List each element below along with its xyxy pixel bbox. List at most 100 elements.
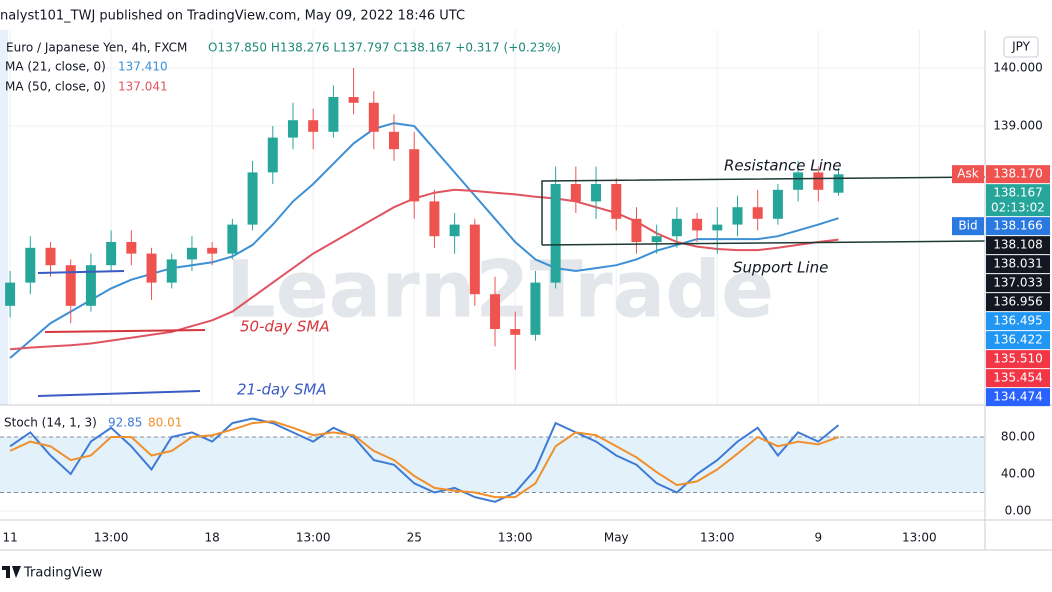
y-tick-label: 0.00	[1005, 504, 1032, 518]
price-tag	[986, 165, 1050, 184]
candle-body	[227, 224, 238, 254]
legend-value: 80.01	[148, 416, 182, 430]
candle-body	[308, 120, 319, 132]
candle-body	[550, 184, 561, 283]
candle-body	[65, 265, 76, 306]
candle-body	[469, 224, 480, 295]
currency[interactable]: JPY	[1011, 40, 1031, 54]
support-trendline	[541, 240, 986, 246]
price-tag-label: 138.167	[993, 186, 1043, 200]
price-tag	[986, 369, 1050, 388]
candle-body	[207, 247, 218, 254]
price-tag	[986, 293, 1050, 312]
candle-body	[651, 236, 662, 243]
price-tag-label: 138.031	[993, 257, 1043, 271]
price-tag	[986, 388, 1050, 407]
candle-body	[85, 265, 96, 306]
candle-body	[591, 184, 602, 202]
price-tag-name: Bid	[958, 219, 977, 233]
moving-average	[10, 188, 839, 351]
price-tag-countdown: 02:13:02	[991, 201, 1045, 215]
candle-body	[631, 218, 642, 243]
price-tag-label: 137.033	[993, 276, 1043, 290]
brand: TradingView	[23, 566, 103, 581]
candle-body	[25, 247, 36, 283]
price-tag	[986, 184, 1050, 217]
annotation: 21-day SMA	[237, 381, 327, 399]
annotation: Resistance Line	[724, 157, 842, 175]
candle-body	[692, 218, 703, 231]
candle-body	[106, 242, 117, 266]
candle-body	[146, 253, 157, 283]
candle-body	[5, 282, 16, 306]
price-tags: 140.000 139.000 11 13:00 18 13:00 25 13:00 May 13…	[2, 60, 1050, 545]
legend-name: MA (21, close, 0)	[5, 60, 106, 74]
stoch-title: Stoch (14, 1, 3)	[4, 416, 97, 430]
candle-body	[793, 172, 804, 190]
trendline	[44, 329, 206, 333]
price-tag-label: 136.422	[993, 333, 1043, 347]
price-tag-label: 138.108	[993, 238, 1043, 252]
price-tag	[986, 312, 1050, 331]
logo	[2, 566, 21, 578]
price-tag	[986, 217, 1050, 236]
price-tag-label: 136.956	[993, 295, 1043, 309]
legend-value: 92.85	[108, 416, 142, 430]
price-tag-label: 135.454	[993, 371, 1043, 385]
legend-value: 137.041	[118, 80, 168, 94]
trendline	[37, 270, 125, 274]
candle-body	[389, 131, 399, 150]
candle-body	[186, 247, 197, 260]
x-tick-label: 13:00	[296, 531, 331, 545]
quote: O137.850 H138.276 L137.797 C138.167 +0.3…	[208, 41, 561, 55]
candle-body	[449, 224, 460, 237]
x-tick-label: 18	[205, 531, 220, 545]
price-tag	[986, 236, 1050, 255]
marks	[5, 67, 844, 503]
candle-body	[429, 201, 440, 237]
price-tag-name-box	[952, 217, 984, 236]
candle-body	[45, 247, 56, 266]
stoch-line	[9, 420, 839, 499]
x-tick-label: 13:00	[700, 531, 735, 545]
candle-body	[368, 102, 379, 132]
price-tag	[986, 331, 1050, 350]
left-strip	[0, 30, 8, 405]
stoch-line	[9, 417, 840, 503]
price-tag-label: 134.474	[993, 390, 1043, 404]
legend-name: MA (50, close, 0)	[5, 80, 106, 94]
y-tick-label: 140.000	[993, 60, 1043, 74]
price-tag-label: 138.170	[993, 167, 1043, 181]
published-line: analyst101_TWJ published on TradingView.…	[0, 9, 465, 24]
x-tick-label: 25	[407, 531, 422, 545]
candle-body	[348, 96, 359, 103]
candle-body	[166, 259, 177, 283]
candle-body	[126, 242, 137, 254]
price-tag-label: 138.166	[993, 219, 1043, 233]
y-tick-label: 40.00	[1001, 467, 1035, 481]
candle-body	[530, 282, 541, 335]
currency-button[interactable]	[1003, 36, 1039, 58]
candle-body	[752, 207, 763, 219]
price-tag	[986, 274, 1050, 293]
candle-body	[267, 137, 278, 173]
x-tick-label: 9	[814, 531, 822, 545]
candle-body	[570, 184, 581, 202]
candle-body	[813, 172, 824, 190]
y-tick-label: 139.000	[993, 118, 1043, 132]
candle-body	[611, 184, 622, 219]
candle-body	[328, 96, 339, 132]
candle-body	[510, 329, 521, 335]
price-tag-name: Ask	[957, 167, 978, 181]
trendline	[37, 390, 201, 397]
candle-body	[712, 224, 723, 231]
candle-body	[287, 120, 298, 138]
x-tick-label: 13:00	[498, 531, 533, 545]
x-tick-label: 13:00	[94, 531, 129, 545]
price-tag	[986, 255, 1050, 274]
candle-body	[772, 189, 783, 219]
annotation: Support Line	[733, 259, 828, 277]
x-tick-label: 13:00	[902, 531, 937, 545]
